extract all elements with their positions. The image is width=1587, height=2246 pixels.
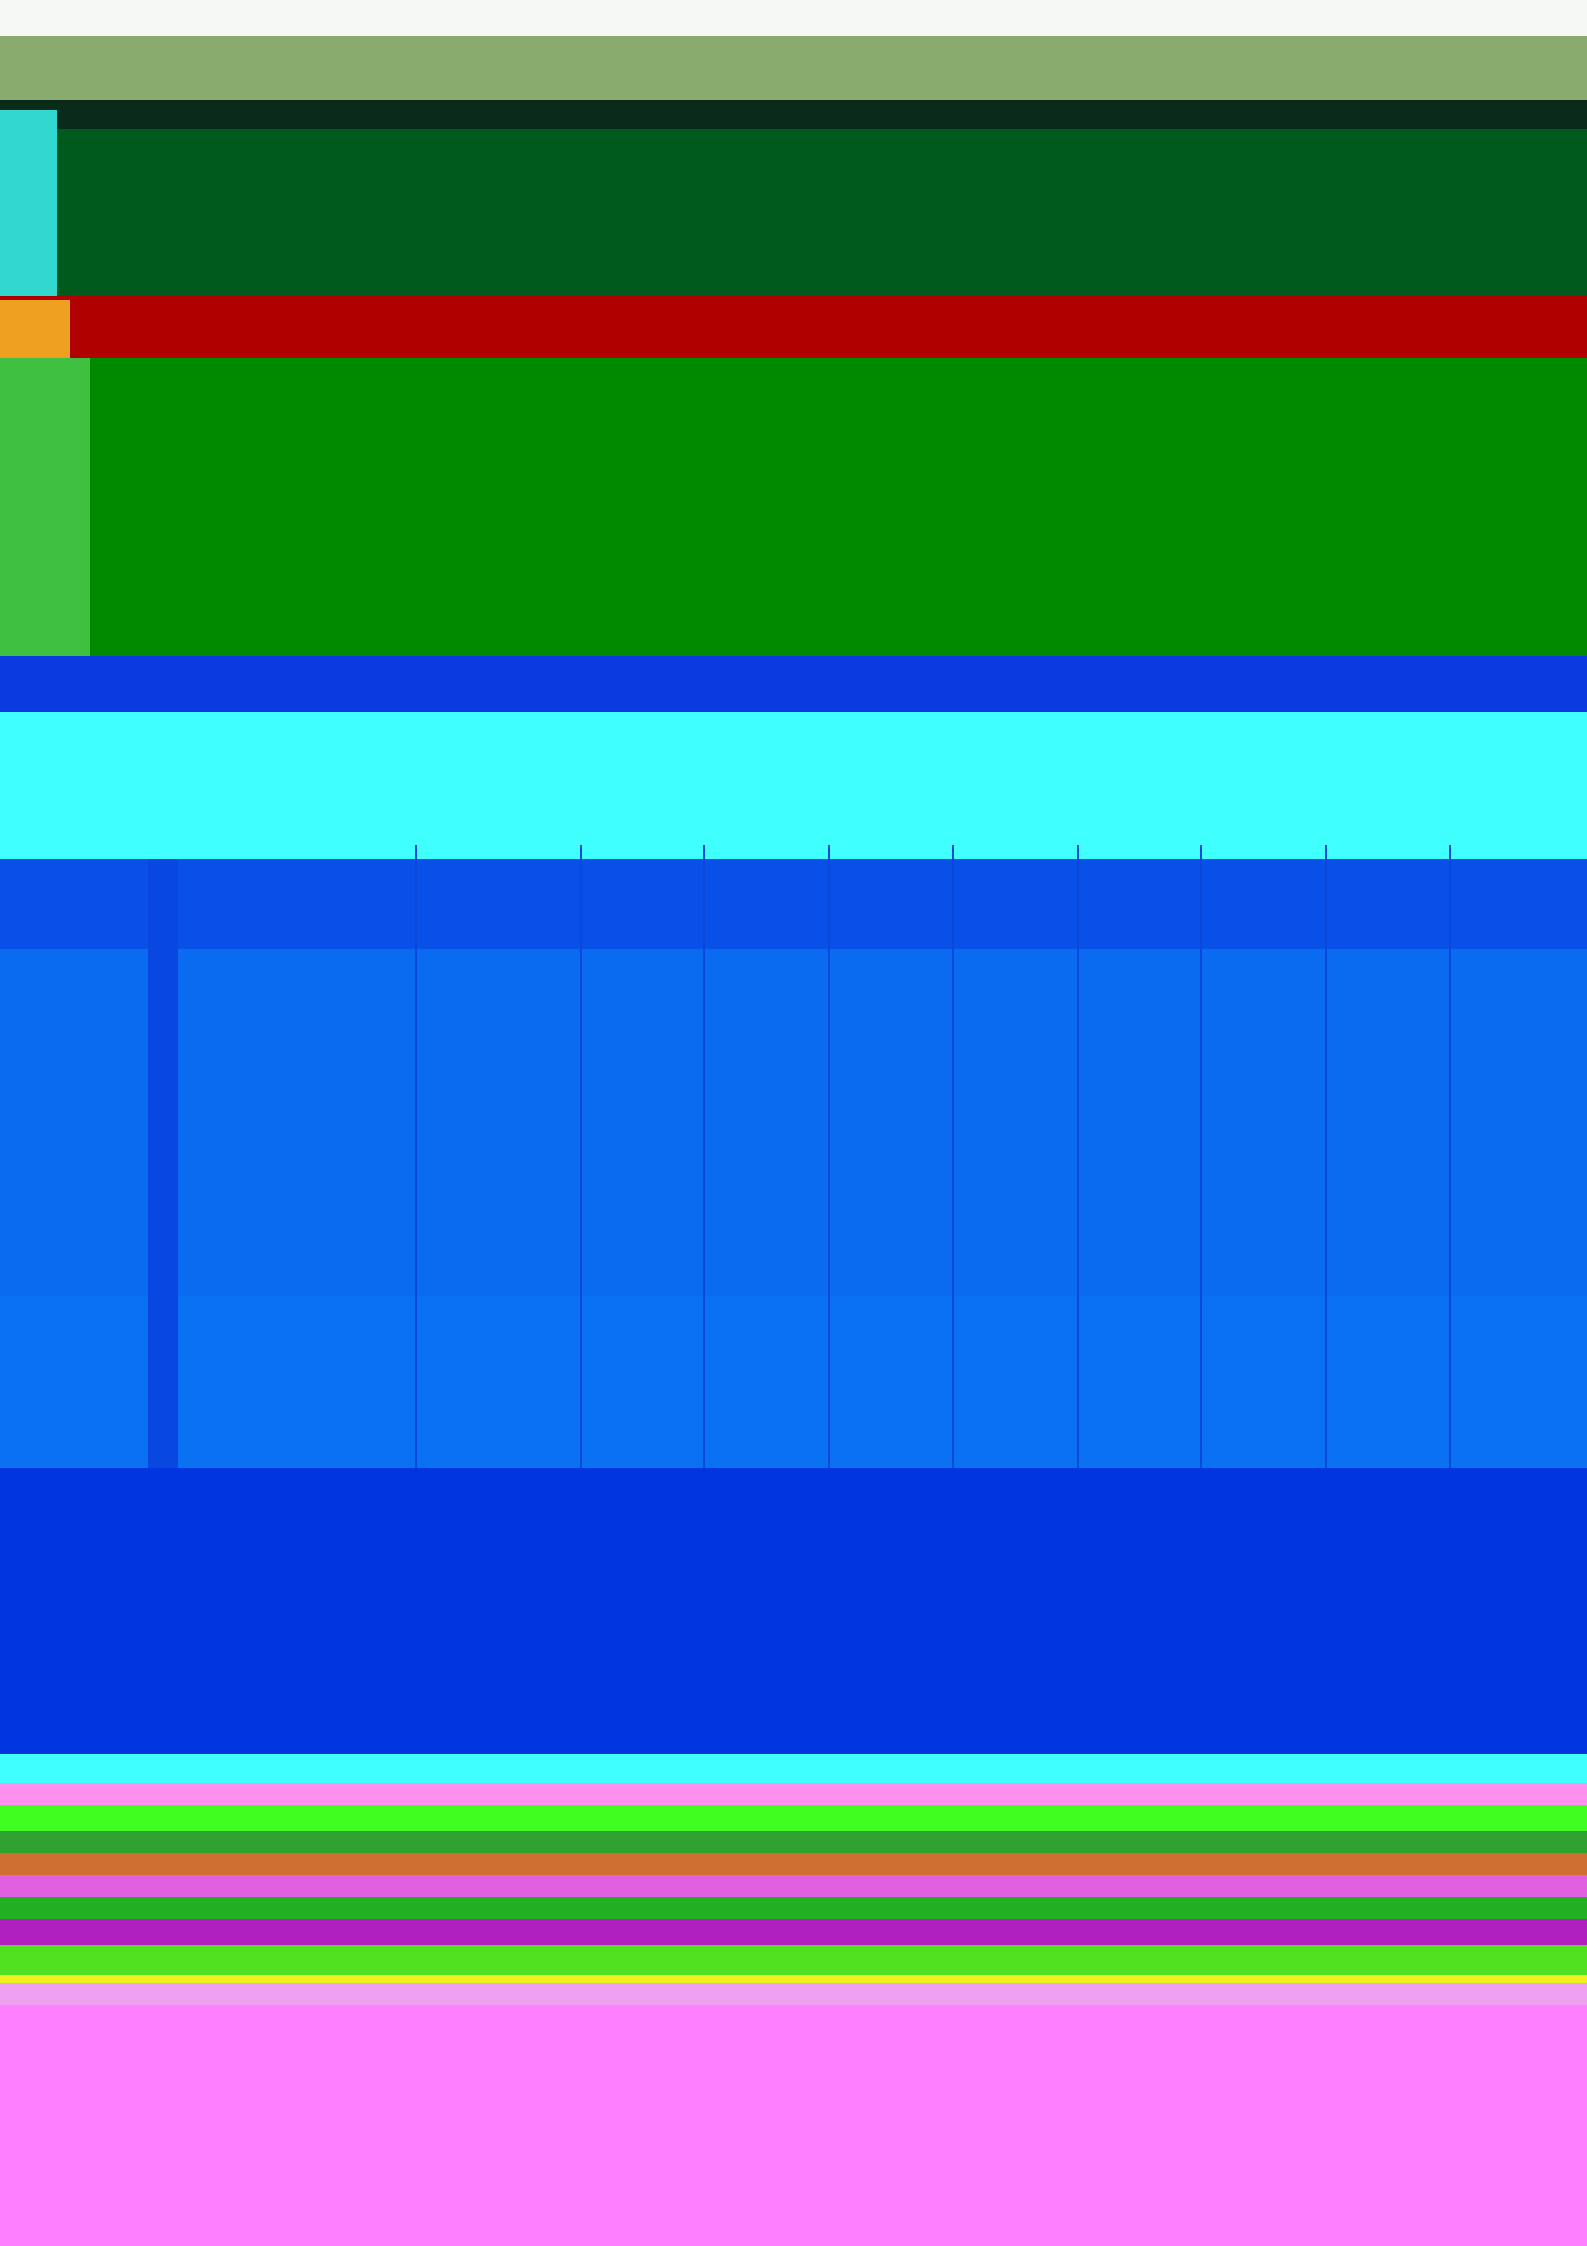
mixed-stripe xyxy=(0,1831,1587,1853)
column-divider xyxy=(580,845,582,1468)
pink-stripe xyxy=(0,1783,1587,1805)
lime-stripe xyxy=(0,1945,1587,1975)
blue-row xyxy=(0,1296,1587,1468)
dark-strip xyxy=(0,100,1587,129)
magenta-footer xyxy=(0,2005,1587,2246)
green-band xyxy=(0,358,1587,656)
blue-header-row xyxy=(0,859,1587,949)
column-divider xyxy=(415,845,417,1468)
cyan-band xyxy=(0,712,1587,859)
column-divider xyxy=(1200,845,1202,1468)
dark-green-band xyxy=(0,129,1587,296)
orange-side-strip xyxy=(0,300,70,360)
yellow-stripe xyxy=(0,1975,1587,1983)
column-divider xyxy=(1077,845,1079,1468)
column-divider xyxy=(828,845,830,1468)
deep-blue-band xyxy=(0,1468,1587,1754)
column-divider xyxy=(1449,845,1451,1468)
blue-content-area xyxy=(0,949,1587,1296)
purple-stripe xyxy=(0,1919,1587,1945)
column-divider xyxy=(703,845,705,1468)
column-divider xyxy=(952,845,954,1468)
top-bar xyxy=(0,0,1587,36)
light-green-side-strip xyxy=(0,358,90,656)
left-column-strip xyxy=(148,859,178,1468)
blue-band xyxy=(0,656,1587,712)
magenta-stripe xyxy=(0,1875,1587,1897)
header-band xyxy=(0,36,1587,100)
cyan-side-strip xyxy=(0,110,57,296)
light-stripe xyxy=(0,1983,1587,2005)
column-divider xyxy=(1325,845,1327,1468)
cyan-strip xyxy=(0,1754,1587,1783)
green-stripe xyxy=(0,1805,1587,1831)
red-band xyxy=(0,296,1587,358)
green-stripe xyxy=(0,1897,1587,1919)
orange-stripe xyxy=(0,1853,1587,1875)
